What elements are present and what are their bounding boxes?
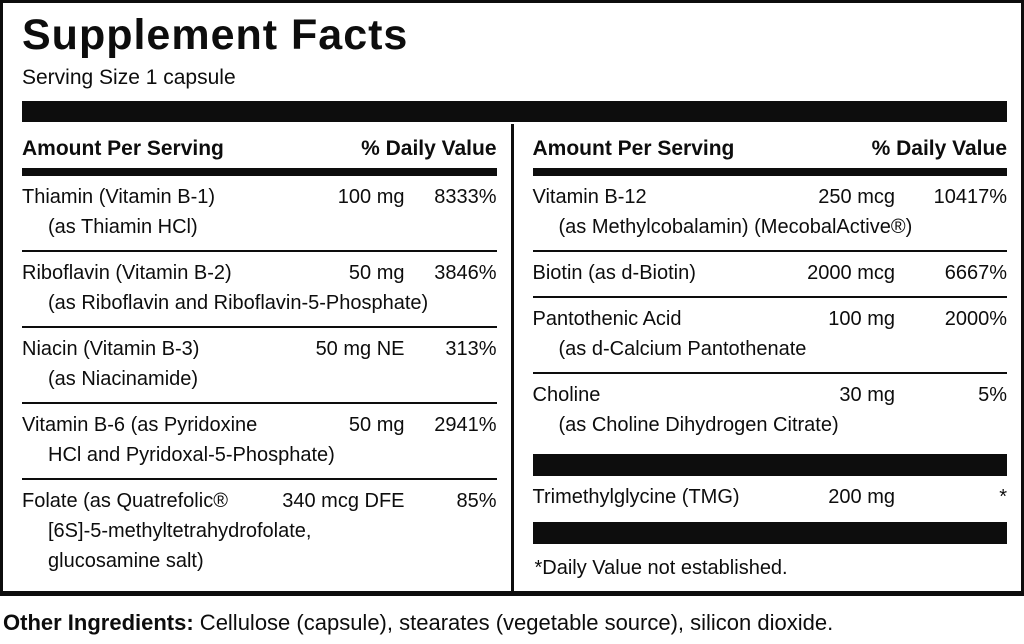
nutrient-name: Vitamin B-6 (as Pyridoxine bbox=[22, 414, 258, 436]
column-header-right: Amount Per Serving % Daily Value bbox=[533, 124, 1008, 168]
nutrient-daily-value: 3846% bbox=[434, 262, 497, 284]
nutrient-row-riboflavin: Riboflavin (Vitamin B-2) 50 mg 3846% (as… bbox=[22, 250, 497, 326]
nutrient-daily-value: 85% bbox=[456, 490, 497, 512]
nutrient-daily-value: 2941% bbox=[434, 414, 497, 436]
daily-value-footnote: *Daily Value not established. bbox=[534, 557, 788, 579]
nutrient-row-choline: Choline 30 mg 5% (as Choline Dihydrogen … bbox=[532, 372, 1007, 448]
nutrient-row-pantothenic-acid: Pantothenic Acid 100 mg 2000% (as d-Calc… bbox=[532, 296, 1007, 372]
supplement-facts-panel: Supplement Facts Serving Size 1 capsule … bbox=[0, 0, 1024, 596]
nutrient-daily-value: * bbox=[999, 486, 1007, 508]
nutrient-subline: glucosamine salt) bbox=[48, 550, 204, 572]
column-header-bar bbox=[532, 168, 1007, 176]
nutrient-daily-value: 5% bbox=[978, 384, 1007, 406]
other-ingredients: Other Ingredients: Cellulose (capsule), … bbox=[3, 608, 833, 638]
nutrient-row-thiamin: Thiamin (Vitamin B-1) 100 mg 8333% (as T… bbox=[22, 176, 497, 250]
nutrient-row-tmg: Trimethylglycine (TMG) 200 mg * bbox=[533, 476, 1008, 520]
nutrient-column-left: Amount Per Serving % Daily Value Thiamin… bbox=[3, 124, 511, 591]
daily-value-header: % Daily Value bbox=[871, 137, 1007, 160]
nutrient-columns: Amount Per Serving % Daily Value Thiamin… bbox=[3, 124, 1021, 591]
nutrient-row-vitamin-b6: Vitamin B-6 (as Pyridoxine 50 mg 2941% H… bbox=[22, 402, 497, 478]
nutrient-name: Choline bbox=[532, 384, 601, 406]
nutrient-row-biotin: Biotin (as d-Biotin) 2000 mcg 6667% bbox=[532, 250, 1007, 296]
nutrient-name: Vitamin B-12 bbox=[532, 186, 647, 208]
nutrient-name: Thiamin (Vitamin B-1) bbox=[22, 186, 216, 208]
nutrient-subline: (as Methylcobalamin) (MecobalActive®) bbox=[558, 216, 913, 238]
column-divider bbox=[510, 124, 514, 591]
nutrient-subline: (as Niacinamide) bbox=[48, 368, 199, 390]
section-bar-lower bbox=[532, 522, 1007, 544]
nutrient-subline: (as Choline Dihydrogen Citrate) bbox=[558, 414, 839, 436]
nutrient-amount: 30 mg bbox=[839, 384, 895, 406]
nutrient-name: Trimethylglycine (TMG) bbox=[532, 486, 740, 508]
amount-header: Amount Per Serving bbox=[22, 137, 224, 160]
nutrient-subline: (as Thiamin HCl) bbox=[48, 216, 198, 238]
nutrient-name: Niacin (Vitamin B-3) bbox=[22, 338, 200, 360]
nutrient-amount: 250 mcg bbox=[818, 186, 895, 208]
nutrient-amount: 50 mg bbox=[348, 414, 405, 436]
nutrient-daily-value: 8333% bbox=[434, 186, 497, 208]
nutrient-subline: (as d-Calcium Pantothenate bbox=[558, 338, 807, 360]
nutrient-row-folate: Folate (as Quatrefolic® 340 mcg DFE 85% … bbox=[22, 478, 497, 584]
nutrient-subline: [6S]-5-methyltetrahydrofolate, bbox=[48, 520, 312, 542]
nutrient-name: Pantothenic Acid bbox=[532, 308, 682, 330]
column-header-bar bbox=[22, 168, 497, 176]
nutrient-column-right: Amount Per Serving % Daily Value Vitamin… bbox=[514, 124, 1022, 591]
nutrient-name: Riboflavin (Vitamin B-2) bbox=[22, 262, 232, 284]
other-ingredients-label: Other Ingredients: bbox=[3, 610, 194, 635]
nutrient-daily-value: 2000% bbox=[944, 308, 1007, 330]
nutrient-daily-value: 6667% bbox=[944, 262, 1007, 284]
panel-head: Supplement Facts Serving Size 1 capsule bbox=[3, 3, 1021, 101]
column-header-left: Amount Per Serving % Daily Value bbox=[22, 124, 497, 168]
other-ingredients-text: Cellulose (capsule), stearates (vegetabl… bbox=[193, 610, 834, 635]
section-bar-upper bbox=[532, 454, 1007, 476]
nutrient-amount: 2000 mcg bbox=[807, 262, 895, 284]
supplement-title: Supplement Facts bbox=[22, 11, 409, 59]
serving-size: Serving Size 1 capsule bbox=[22, 66, 236, 89]
daily-value-header: % Daily Value bbox=[361, 137, 497, 160]
nutrient-amount: 50 mg bbox=[348, 262, 405, 284]
nutrient-name: Folate (as Quatrefolic® bbox=[22, 490, 228, 512]
nutrient-daily-value: 313% bbox=[445, 338, 497, 360]
nutrient-amount: 50 mg NE bbox=[315, 338, 405, 360]
nutrient-amount: 100 mg bbox=[337, 186, 405, 208]
nutrient-subline: (as Riboflavin and Riboflavin-5-Phosphat… bbox=[48, 292, 429, 314]
amount-header: Amount Per Serving bbox=[532, 137, 735, 160]
nutrient-name: Biotin (as d-Biotin) bbox=[532, 262, 696, 284]
nutrient-amount: 200 mg bbox=[828, 486, 895, 508]
header-separator-bar bbox=[22, 101, 1007, 122]
nutrient-subline: HCl and Pyridoxal-5-Phosphate) bbox=[48, 444, 335, 466]
nutrient-row-niacin: Niacin (Vitamin B-3) 50 mg NE 313% (as N… bbox=[22, 326, 497, 402]
nutrient-row-vitamin-b12: Vitamin B-12 250 mcg 10417% (as Methylco… bbox=[533, 176, 1008, 250]
nutrient-daily-value: 10417% bbox=[933, 186, 1007, 208]
nutrient-amount: 340 mcg DFE bbox=[282, 490, 405, 512]
nutrient-amount: 100 mg bbox=[828, 308, 895, 330]
